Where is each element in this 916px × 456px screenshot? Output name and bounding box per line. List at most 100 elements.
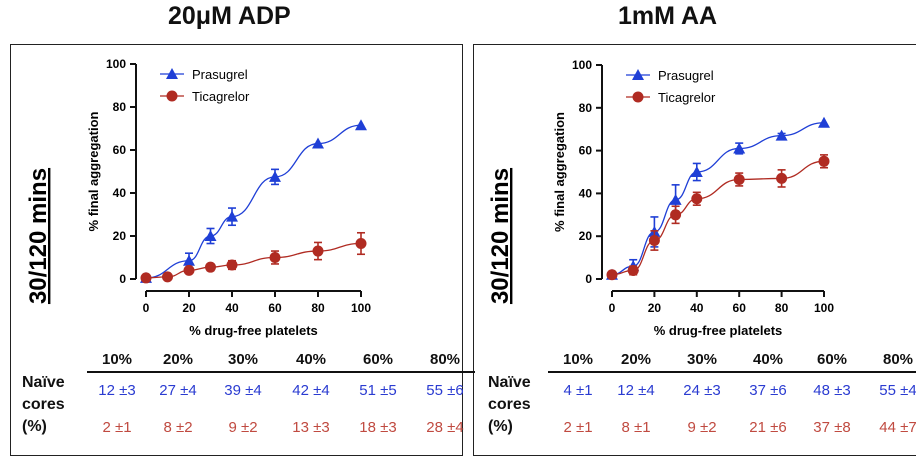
y-tick-label: 100 <box>106 57 126 71</box>
x-tick-label: 40 <box>690 301 704 315</box>
y-tick-label: 80 <box>579 101 593 115</box>
point-ticagrelor <box>648 234 660 246</box>
chart-aa: 0 20 40 60 80 100 0 20 40 60 80 100 % drug-free plat… <box>487 58 834 338</box>
prasugrel-cell: 39 ±4 <box>224 382 262 399</box>
table-header-cell: 10% <box>562 351 594 368</box>
x-tick-label: 0 <box>609 301 616 315</box>
side-label: 30/120 mins <box>25 168 52 304</box>
point-ticagrelor <box>733 173 745 185</box>
ticagrelor-cell: 8 ±1 <box>621 419 651 436</box>
point-prasugrel <box>226 210 238 222</box>
x-tick-label: 60 <box>733 301 747 315</box>
point-ticagrelor <box>269 252 281 263</box>
y-tick-label: 80 <box>113 100 127 114</box>
y-tick-label: 20 <box>579 229 593 243</box>
point-ticagrelor <box>627 264 639 276</box>
prasugrel-cell: 55 ±4 <box>879 382 916 399</box>
x-axis-label: % drug-free platelets <box>654 323 783 338</box>
ticagrelor-cell: 13 ±3 <box>292 419 330 436</box>
x-tick-label: 100 <box>814 301 834 315</box>
legend-marker <box>166 68 178 79</box>
table-header-cell: 40% <box>295 351 327 368</box>
point-ticagrelor <box>776 172 788 184</box>
prasugrel-cell: 4 ±1 <box>563 382 593 399</box>
legend-label-prasugrel: Prasugrel <box>658 68 714 83</box>
table-header-cell: 60% <box>816 351 848 368</box>
point-prasugrel <box>775 129 788 141</box>
y-axis-label: % final aggregation <box>552 112 567 232</box>
side-label: 30/120 mins <box>487 168 514 304</box>
point-ticagrelor <box>140 272 152 284</box>
point-ticagrelor <box>162 271 173 283</box>
y-tick-label: 0 <box>119 272 126 286</box>
point-ticagrelor <box>312 245 324 257</box>
y-tick-label: 0 <box>585 272 592 286</box>
table-header-underline <box>548 371 916 373</box>
point-ticagrelor <box>226 259 238 271</box>
ticagrelor-cell: 44 ±7 <box>879 419 916 436</box>
point-ticagrelor <box>606 269 618 281</box>
prasugrel-cell: 51 ±5 <box>359 382 397 399</box>
y-tick-label: 40 <box>113 186 127 200</box>
row-label: (%) <box>22 418 47 435</box>
prasugrel-cell: 42 ±4 <box>292 382 330 399</box>
table-header-cell: 20% <box>620 351 652 368</box>
ticagrelor-cell: 18 ±3 <box>359 419 397 436</box>
ticagrelor-cell: 21 ±6 <box>749 419 787 436</box>
row-label: Naïve <box>22 374 65 391</box>
ticagrelor-cell: 37 ±8 <box>813 419 851 436</box>
prasugrel-cell: 48 ±3 <box>813 382 851 399</box>
table-header-cell: 40% <box>752 351 784 368</box>
panel-title-adp: 20μM ADP <box>168 2 291 30</box>
y-tick-label: 100 <box>572 58 592 72</box>
table-header-cell: 10% <box>101 351 133 368</box>
legend-marker <box>632 69 644 80</box>
point-ticagrelor <box>355 238 367 250</box>
table-header-cell: 60% <box>362 351 394 368</box>
point-prasugrel <box>183 254 195 266</box>
y-tick-label: 20 <box>113 229 127 243</box>
y-axis-label: % final aggregation <box>86 111 101 231</box>
legend-marker <box>632 91 644 103</box>
table-header-cell: 20% <box>162 351 194 368</box>
point-prasugrel <box>269 170 281 182</box>
table-header-cell: 80% <box>882 351 914 368</box>
y-tick-label: 60 <box>113 143 127 157</box>
chart-adp: 0 20 40 60 80 100 0 20 40 60 80 100 % drug-free plat… <box>25 57 371 338</box>
legend-label-ticagrelor: Ticagrelor <box>192 89 250 104</box>
prasugrel-cell: 12 ±3 <box>98 382 136 399</box>
ticagrelor-cell: 9 ±2 <box>687 419 717 436</box>
x-tick-label: 20 <box>182 301 196 315</box>
prasugrel-cell: 24 ±3 <box>683 382 721 399</box>
panel-title-aa: 1mM AA <box>618 2 718 30</box>
panel-frame-aa <box>473 44 916 456</box>
y-tick-label: 40 <box>579 186 593 200</box>
ticagrelor-cell: 2 ±1 <box>102 419 132 436</box>
y-tick-label: 60 <box>579 144 593 158</box>
x-tick-label: 80 <box>311 301 325 315</box>
ticagrelor-cell: 8 ±2 <box>163 419 193 436</box>
point-prasugrel <box>818 116 830 128</box>
x-tick-label: 0 <box>143 301 150 315</box>
legend-label-ticagrelor: Ticagrelor <box>658 90 716 105</box>
row-label: Naïve <box>488 374 531 391</box>
point-prasugrel <box>690 166 703 177</box>
x-tick-label: 60 <box>268 301 282 315</box>
point-ticagrelor <box>691 193 703 205</box>
prasugrel-cell: 27 ±4 <box>159 382 197 399</box>
ticagrelor-cell: 9 ±2 <box>228 419 258 436</box>
point-prasugrel <box>355 119 367 131</box>
fit-line-prasugrel <box>611 122 825 276</box>
row-label: (%) <box>488 418 513 435</box>
row-label: cores <box>22 396 65 413</box>
point-ticagrelor <box>205 261 216 273</box>
point-prasugrel <box>669 193 682 205</box>
ticagrelor-cell: 28 ±4 <box>426 419 464 436</box>
table-header-underline <box>87 371 475 373</box>
row-label: cores <box>488 396 531 413</box>
ticagrelor-cell: 2 ±1 <box>563 419 593 436</box>
x-tick-label: 100 <box>351 301 371 315</box>
point-ticagrelor <box>183 264 195 276</box>
x-axis-label: % drug-free platelets <box>189 323 318 338</box>
prasugrel-cell: 55 ±6 <box>426 382 464 399</box>
